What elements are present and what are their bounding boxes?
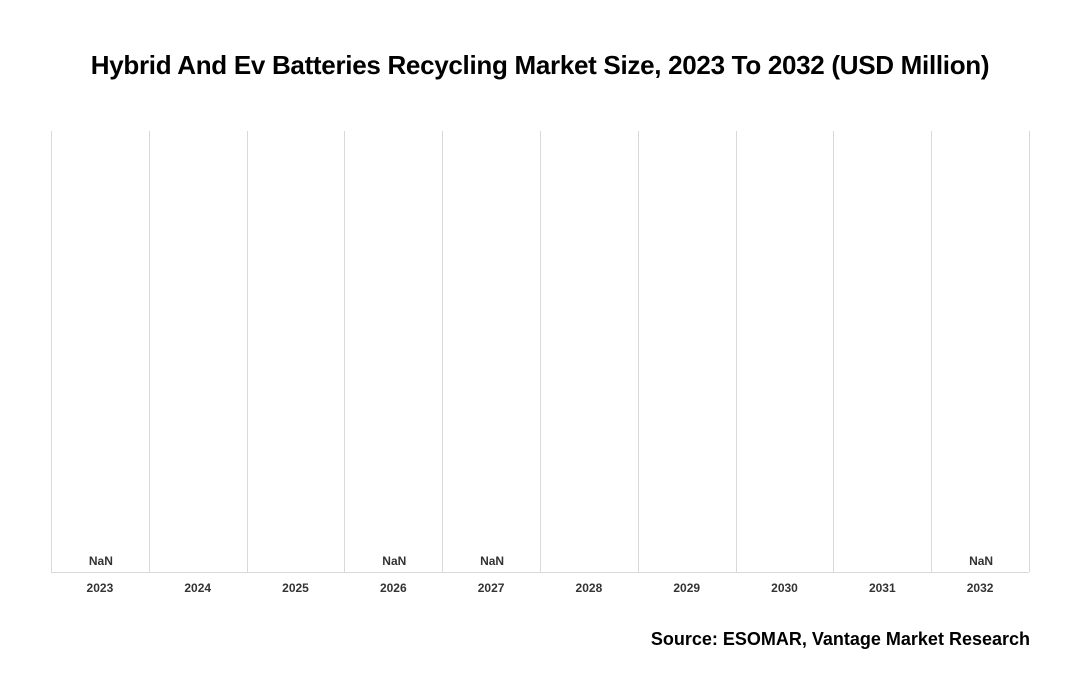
x-axis-label: 2030 xyxy=(736,581,834,595)
chart-cell xyxy=(541,131,639,572)
value-label: NaN xyxy=(52,554,150,568)
x-axis-label: 2032 xyxy=(931,581,1029,595)
chart-cell: NaN xyxy=(932,131,1030,572)
chart-cell xyxy=(150,131,248,572)
x-axis-labels: 2023202420252026202720282029203020312032 xyxy=(51,581,1029,601)
x-axis-label: 2031 xyxy=(833,581,931,595)
x-axis-label: 2027 xyxy=(442,581,540,595)
chart-container: Hybrid And Ev Batteries Recycling Market… xyxy=(0,0,1080,700)
chart-cell xyxy=(248,131,346,572)
x-axis-label: 2028 xyxy=(540,581,638,595)
plot-area: NaNNaNNaNNaN xyxy=(51,131,1029,573)
x-axis-label: 2029 xyxy=(638,581,736,595)
value-label: NaN xyxy=(443,554,541,568)
source-attribution: Source: ESOMAR, Vantage Market Research xyxy=(651,629,1030,650)
chart-title: Hybrid And Ev Batteries Recycling Market… xyxy=(50,50,1030,81)
value-label: NaN xyxy=(345,554,443,568)
x-axis-label: 2025 xyxy=(247,581,345,595)
chart-cell xyxy=(737,131,835,572)
chart-cell xyxy=(639,131,737,572)
chart-cell: NaN xyxy=(443,131,541,572)
chart-cell: NaN xyxy=(345,131,443,572)
chart-cell xyxy=(834,131,932,572)
value-label: NaN xyxy=(932,554,1030,568)
x-axis-label: 2023 xyxy=(51,581,149,595)
x-axis-label: 2024 xyxy=(149,581,247,595)
chart-cell: NaN xyxy=(52,131,150,572)
x-axis-label: 2026 xyxy=(344,581,442,595)
